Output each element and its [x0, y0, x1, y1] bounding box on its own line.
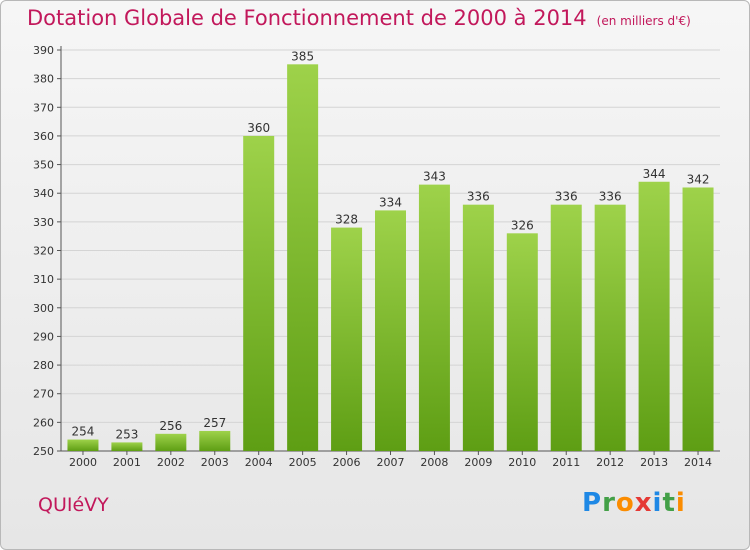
- y-tick-label: 380: [33, 73, 54, 86]
- x-tick-label: 2002: [157, 456, 185, 469]
- x-tick-label: 2004: [245, 456, 273, 469]
- data-label: 256: [159, 419, 182, 433]
- y-tick-label: 260: [33, 416, 54, 429]
- bar: [682, 187, 714, 451]
- logo-letter: i: [652, 488, 663, 518]
- data-label: 385: [291, 49, 314, 63]
- data-label: 253: [115, 427, 138, 441]
- data-label: 344: [643, 167, 666, 181]
- chart-title-text: Dotation Globale de Fonctionnement de 20…: [27, 6, 587, 30]
- bar: [594, 204, 626, 451]
- chart-title: Dotation Globale de Fonctionnement de 20…: [27, 6, 691, 30]
- x-tick-label: 2013: [640, 456, 668, 469]
- logo-letter: i: [675, 488, 686, 518]
- data-label: 360: [247, 121, 270, 135]
- y-tick-label: 310: [33, 273, 54, 286]
- x-tick-label: 2006: [333, 456, 361, 469]
- y-tick-label: 290: [33, 330, 54, 343]
- bar: [111, 442, 143, 451]
- x-tick-label: 2000: [69, 456, 97, 469]
- bar: [638, 181, 670, 451]
- x-tick-label: 2003: [201, 456, 229, 469]
- y-tick-label: 250: [33, 445, 54, 458]
- y-tick-label: 340: [33, 187, 54, 200]
- logo-letter: t: [662, 488, 676, 518]
- bar: [155, 433, 187, 451]
- data-label: 326: [511, 218, 534, 232]
- data-label: 328: [335, 213, 358, 227]
- bar: [375, 210, 406, 451]
- y-tick-label: 360: [33, 130, 54, 143]
- y-tick-label: 300: [33, 302, 54, 315]
- x-tick-label: 2005: [289, 456, 317, 469]
- x-tick-label: 2001: [113, 456, 141, 469]
- x-tick-label: 2011: [552, 456, 580, 469]
- bar: [506, 233, 538, 451]
- y-tick-label: 270: [33, 388, 54, 401]
- bar: [67, 439, 99, 451]
- y-tick-label: 320: [33, 245, 54, 258]
- data-label: 336: [467, 190, 490, 204]
- y-tick-label: 390: [33, 44, 54, 57]
- y-tick-label: 370: [33, 101, 54, 114]
- bar: [331, 227, 363, 451]
- x-tick-label: 2009: [464, 456, 492, 469]
- logo-letter: o: [615, 488, 635, 518]
- commune-name: QUIéVY: [38, 494, 109, 516]
- x-tick-label: 2007: [377, 456, 405, 469]
- data-label: 334: [379, 195, 402, 209]
- x-tick-label: 2012: [596, 456, 624, 469]
- proxiti-logo: Proxiti: [582, 488, 686, 518]
- plot-area: 250 260 270 280 290 300 310 320 330 340 350 360 370 3…: [33, 44, 720, 469]
- x-tick-label: 2014: [684, 456, 712, 469]
- logo-letter: r: [602, 488, 616, 518]
- data-label: 336: [599, 190, 622, 204]
- data-label: 343: [423, 170, 446, 184]
- logo-letter: P: [582, 488, 603, 518]
- x-tick-label: 2008: [420, 456, 448, 469]
- y-tick-label: 330: [33, 216, 54, 229]
- bar: [287, 64, 319, 452]
- logo-letter: x: [634, 488, 653, 518]
- bar: [462, 204, 494, 451]
- bar: [418, 184, 450, 451]
- y-tick-label: 280: [33, 359, 54, 372]
- bar: [243, 135, 275, 451]
- data-label: 257: [203, 416, 226, 430]
- y-tick-label: 350: [33, 159, 54, 172]
- bar: [199, 430, 231, 451]
- bar: [550, 204, 582, 451]
- data-label: 342: [687, 172, 710, 186]
- x-tick-label: 2010: [508, 456, 536, 469]
- chart-subtitle: (en milliers d'€): [596, 14, 691, 28]
- data-label: 254: [72, 425, 95, 439]
- data-label: 336: [555, 190, 578, 204]
